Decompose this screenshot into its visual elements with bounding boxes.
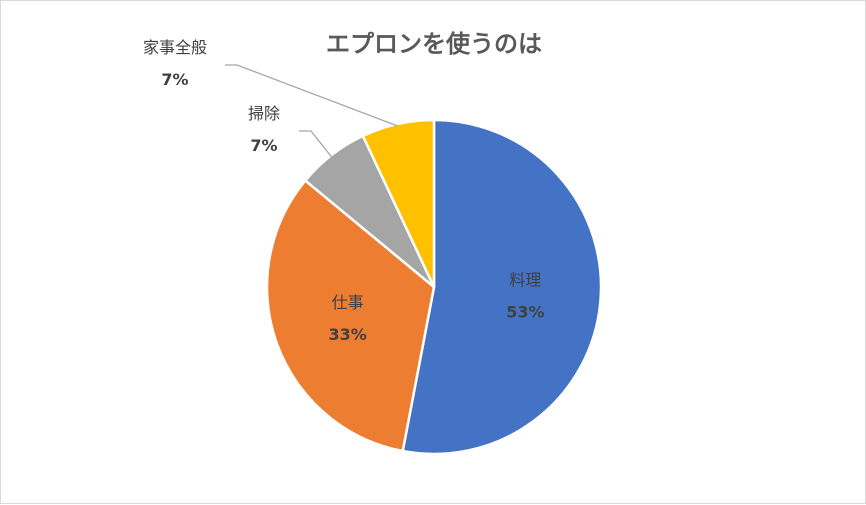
pie-slice [265,178,436,453]
slice-percent-label: 7% [250,136,277,155]
data-labels: 料理 53% 仕事 33% 掃除 7% 家事全般 7% [143,38,545,344]
pie-slice [361,118,436,288]
slice-category-label: 仕事 [332,293,364,312]
slice-percent-label: 33% [328,325,366,344]
pie-slice [401,118,603,456]
slice-category-label: 家事全般 [143,38,207,57]
slice-percent-label: 7% [161,70,188,89]
leader-line [225,64,398,127]
slice-category-label: 料理 [509,271,541,290]
leader-lines [225,64,398,158]
pie-slices [265,118,603,456]
leader-line [299,130,333,158]
slice-category-label: 掃除 [248,104,280,123]
chart-title: エプロンを使うのは [326,30,542,58]
slice-percent-label: 53% [506,303,544,322]
